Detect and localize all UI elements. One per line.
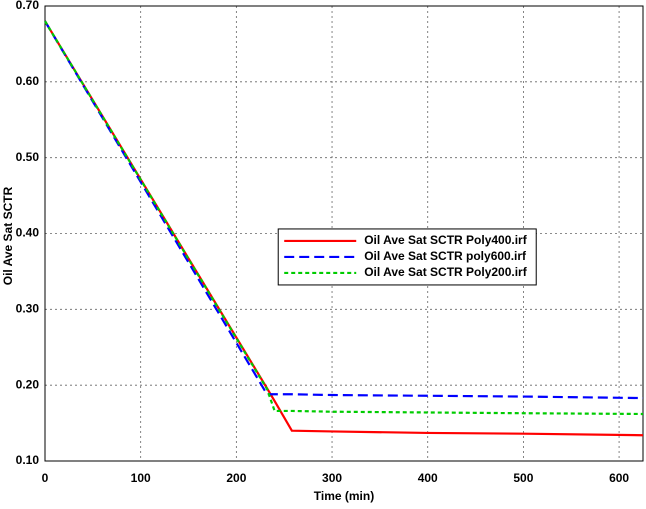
legend-label: Oil Ave Sat SCTR poly600.irf bbox=[364, 249, 527, 263]
legend-label: Oil Ave Sat SCTR Poly200.irf bbox=[364, 265, 528, 279]
x-tick-label: 300 bbox=[322, 471, 342, 485]
x-tick-label: 100 bbox=[131, 471, 151, 485]
series-line bbox=[44, 20, 644, 416]
x-tick-label: 200 bbox=[226, 471, 246, 485]
legend-label: Oil Ave Sat SCTR Poly400.irf bbox=[364, 233, 528, 247]
y-tick-label: 0.20 bbox=[16, 377, 40, 391]
y-tick-label: 0.70 bbox=[16, 0, 40, 12]
plot-frame bbox=[44, 5, 644, 462]
x-tick-label: 500 bbox=[513, 471, 533, 485]
y-tick-label: 0.60 bbox=[16, 74, 40, 88]
y-tick-label: 0.50 bbox=[16, 150, 40, 164]
series-line bbox=[44, 20, 644, 400]
y-tick-label: 0.10 bbox=[16, 453, 40, 467]
y-tick-label: 0.30 bbox=[16, 302, 40, 316]
series-line bbox=[44, 20, 644, 437]
y-axis-label: Oil Ave Sat SCTR bbox=[1, 186, 15, 285]
x-tick-label: 0 bbox=[42, 471, 49, 485]
y-tick-label: 0.40 bbox=[16, 226, 40, 240]
x-tick-label: 400 bbox=[418, 471, 438, 485]
x-axis-label: Time (min) bbox=[314, 489, 374, 503]
x-tick-label: 600 bbox=[609, 471, 629, 485]
